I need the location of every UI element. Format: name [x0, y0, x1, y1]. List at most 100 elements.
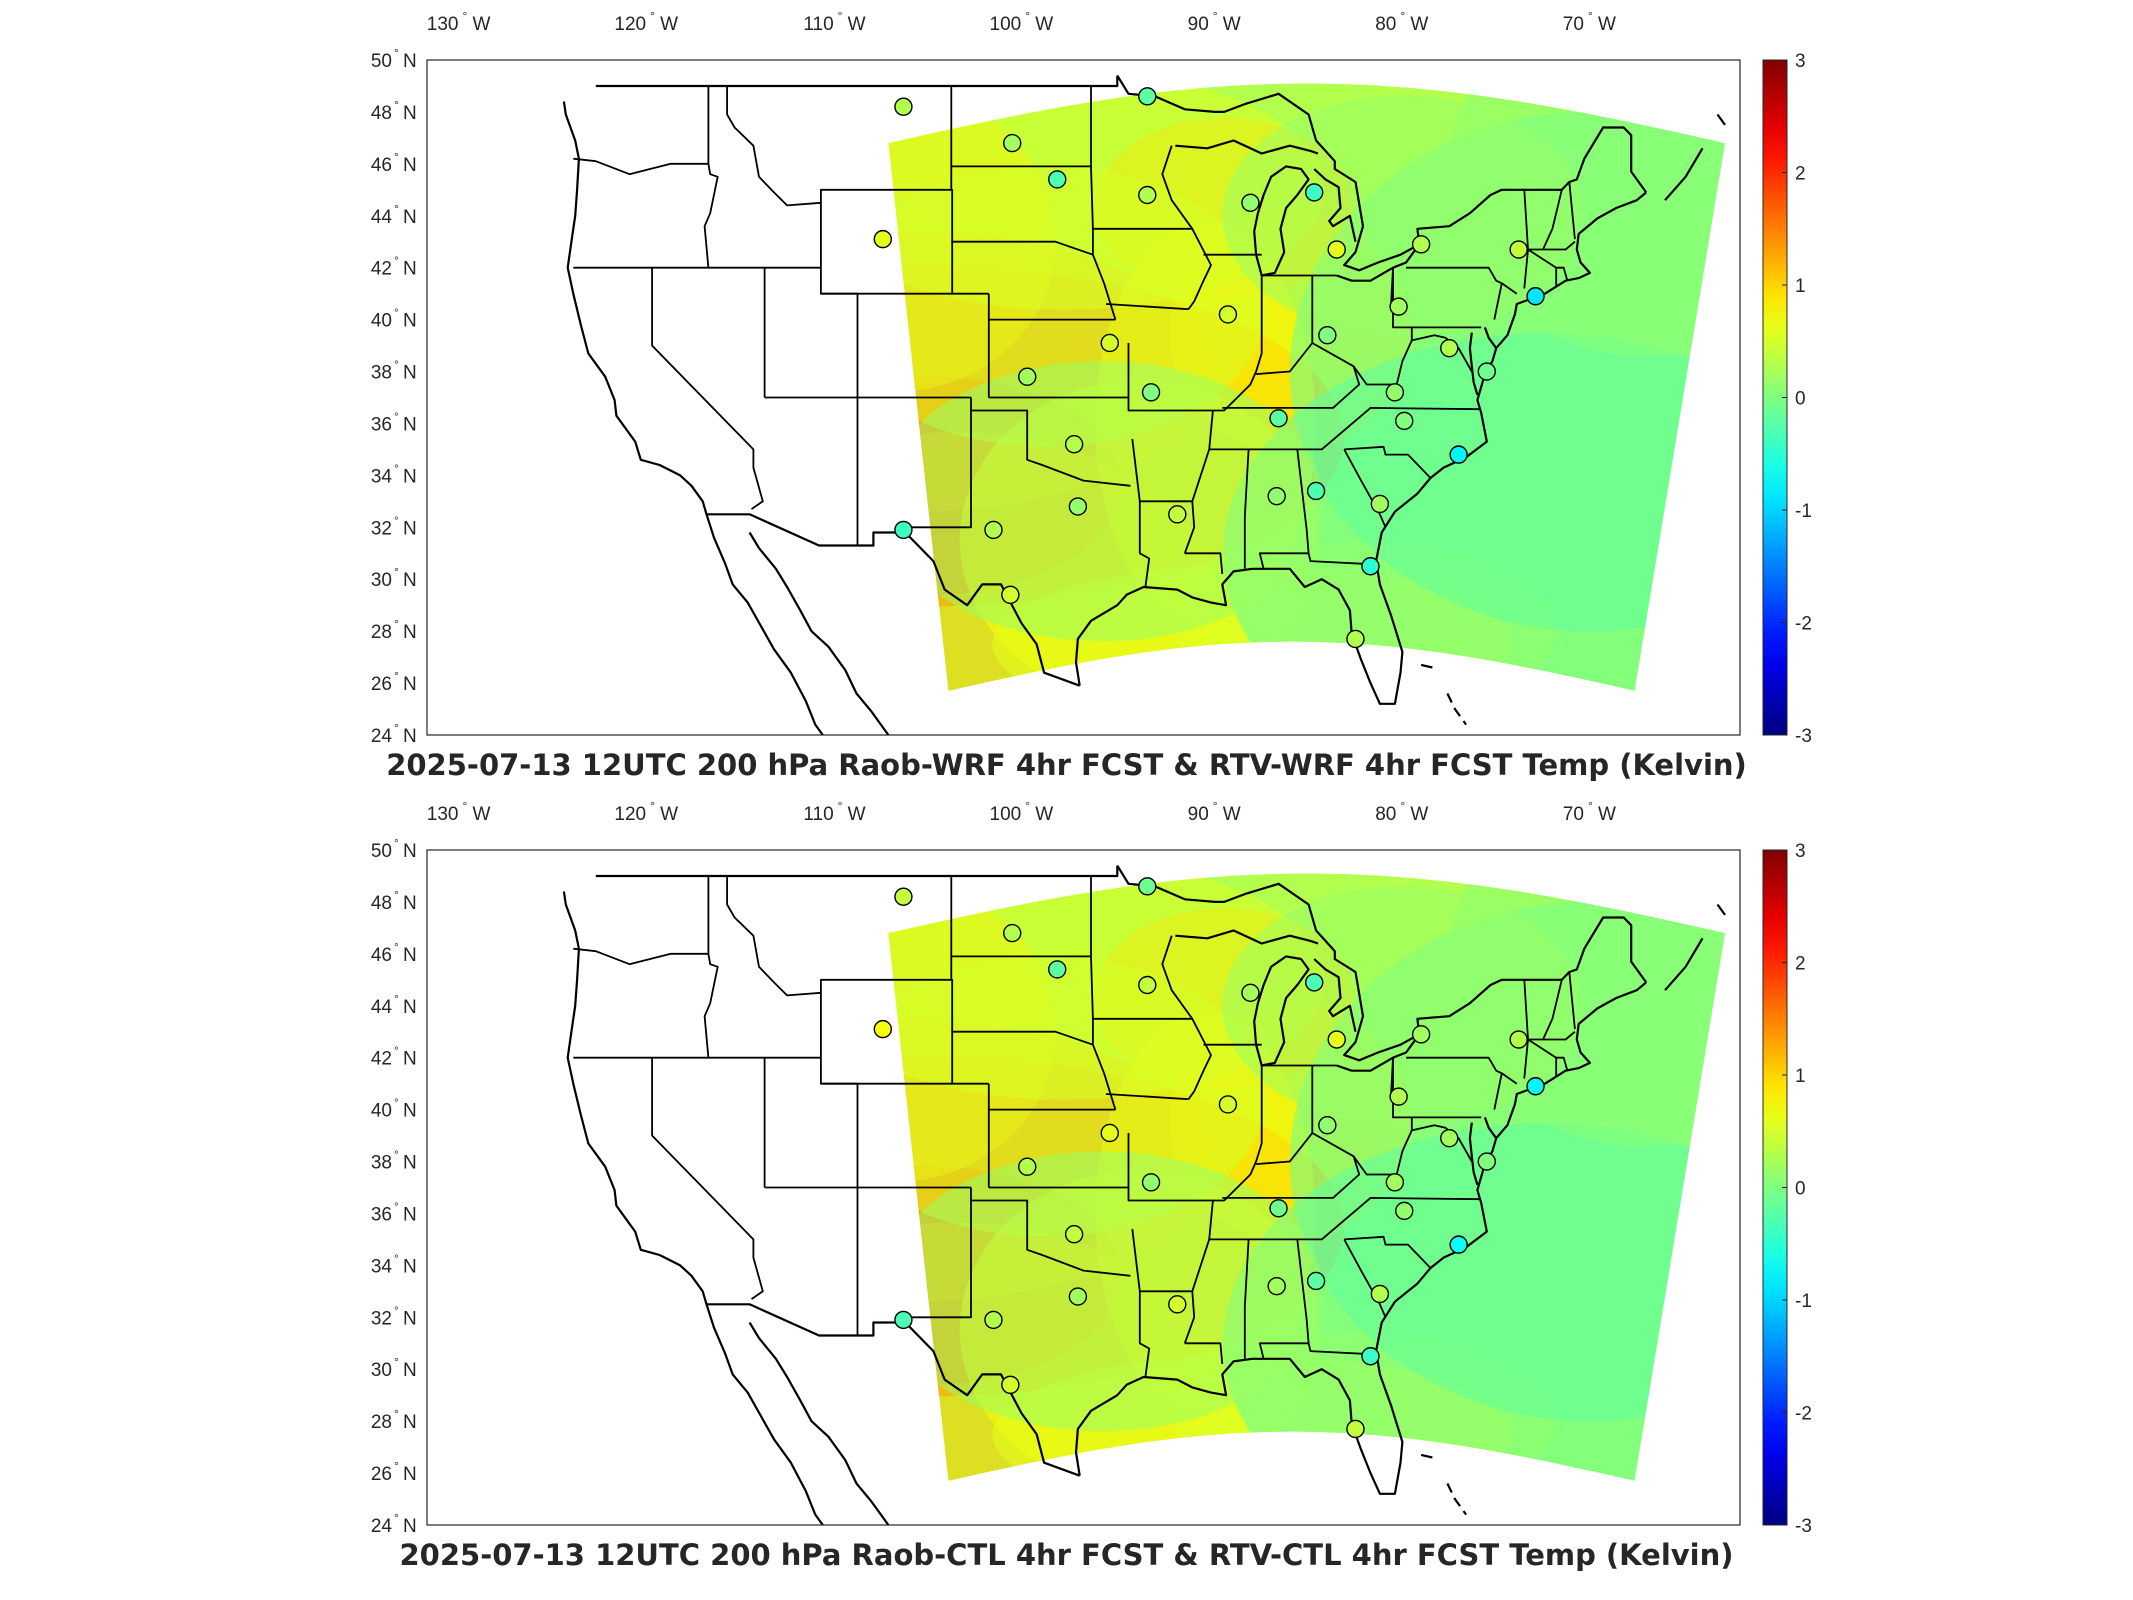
colorbar-tick-label: -2	[1795, 614, 1812, 635]
station-marker	[1526, 287, 1545, 306]
lon-tick-label: 120	[614, 804, 646, 825]
colorbar-tick-label: 0	[1795, 389, 1806, 410]
station-marker	[1306, 481, 1326, 501]
station-marker	[1385, 383, 1405, 402]
station-marker	[1168, 1295, 1187, 1314]
degree-mark: °	[394, 202, 399, 216]
station-marker	[1241, 193, 1260, 212]
degree-mark: °	[394, 409, 399, 423]
degree-mark: °	[394, 565, 399, 579]
lat-hemisphere: N	[403, 1516, 417, 1537]
colorbar-tick-label: 1	[1795, 276, 1806, 297]
lon-tick-label: 100	[990, 804, 1022, 825]
lon-tick-label: 90	[1188, 14, 1209, 35]
lat-tick-label: 48	[371, 893, 392, 914]
lat-hemisphere: N	[403, 1049, 417, 1070]
lat-tick-label: 40	[371, 311, 392, 332]
lat-tick-label: 26	[371, 674, 392, 695]
lat-hemisphere: N	[403, 1412, 417, 1433]
bottom-map-panel: 130 ° W 120 ° W 110 ° W 100 ° W 90 ° W 80 ° W 70 ° W 50 ° N 48 ° N…	[0, 790, 2133, 1590]
degree-mark: °	[394, 150, 399, 164]
station-marker	[1003, 133, 1022, 153]
station-marker	[984, 1310, 1003, 1330]
map-frame	[426, 59, 1741, 736]
station-marker	[1346, 629, 1365, 649]
colorbar-tick-label: -3	[1795, 1516, 1812, 1537]
degree-mark: °	[1025, 799, 1030, 813]
station-marker	[1449, 1235, 1468, 1254]
lat-hemisphere: N	[403, 207, 417, 228]
lat-tick-label: 42	[371, 1049, 392, 1070]
lon-hemisphere: W	[848, 804, 866, 825]
degree-mark: °	[394, 513, 399, 527]
station-marker	[894, 520, 913, 540]
degree-mark: °	[394, 1355, 399, 1369]
lon-hemisphere: W	[1598, 804, 1616, 825]
temperature-field	[888, 83, 1725, 691]
map-frame	[426, 849, 1741, 1526]
lon-tick-label: 80	[1375, 14, 1396, 35]
degree-mark: °	[394, 669, 399, 683]
lat-hemisphere: N	[403, 259, 417, 280]
colorbar-tick-label: -1	[1795, 1291, 1812, 1312]
station-marker	[1370, 494, 1390, 514]
station-marker	[1048, 960, 1067, 979]
station-marker	[1389, 1087, 1408, 1106]
station-marker	[1168, 505, 1187, 524]
lat-hemisphere: N	[403, 155, 417, 176]
lat-tick-label: 44	[371, 207, 393, 228]
station-marker	[1138, 87, 1157, 106]
station-marker	[1361, 557, 1380, 576]
colorbar-tick-label: 0	[1795, 1179, 1806, 1200]
degree-mark: °	[1025, 9, 1030, 23]
lat-tick-label: 38	[371, 363, 392, 384]
station-marker	[1509, 1030, 1528, 1049]
station-marker	[1509, 240, 1528, 259]
lon-hemisphere: W	[1035, 804, 1053, 825]
lat-tick-label: 24	[371, 726, 393, 747]
degree-mark: °	[1213, 9, 1218, 23]
lat-hemisphere: N	[403, 103, 417, 124]
station-marker	[1346, 1419, 1365, 1439]
degree-mark: °	[394, 306, 399, 320]
lon-hemisphere: W	[1223, 14, 1241, 35]
colorbar-tick-label: -1	[1795, 501, 1812, 522]
lat-hemisphere: N	[403, 1308, 417, 1329]
lon-hemisphere: W	[1598, 14, 1616, 35]
lat-tick-label: 48	[371, 103, 392, 124]
degree-mark: °	[394, 1303, 399, 1317]
boundary-lines	[562, 75, 1726, 735]
station-marker	[1064, 435, 1084, 454]
top-map-panel: 130 ° W 120 ° W 110 ° W 100 ° W 90 ° W 80 ° W 70 ° W 50 ° N 48 ° N…	[371, 9, 1812, 782]
lat-tick-label: 30	[371, 570, 392, 591]
station-marker	[894, 887, 913, 906]
lat-hemisphere: N	[403, 1204, 417, 1225]
lat-tick-label: 42	[371, 259, 392, 280]
lat-tick-label: 50	[371, 841, 392, 862]
station-marker	[1018, 1157, 1037, 1176]
station-marker	[1218, 305, 1238, 324]
station-marker	[1305, 973, 1324, 992]
degree-mark: °	[838, 799, 843, 813]
station-marker	[1267, 486, 1286, 506]
degree-mark: °	[650, 799, 655, 813]
colorbar-tick-label: -3	[1795, 726, 1812, 747]
degree-mark: °	[394, 461, 399, 475]
lat-hemisphere: N	[403, 466, 417, 487]
station-marker	[873, 229, 892, 249]
lon-hemisphere: W	[473, 804, 491, 825]
station-marker	[1269, 409, 1288, 428]
lat-hemisphere: N	[403, 570, 417, 591]
lon-hemisphere: W	[1410, 14, 1428, 35]
degree-mark: °	[394, 617, 399, 631]
station-marker	[894, 1310, 913, 1330]
station-marker	[1100, 333, 1119, 353]
station-marker	[1001, 1375, 1020, 1395]
lat-hemisphere: N	[403, 997, 417, 1018]
station-marker	[1003, 923, 1022, 943]
degree-mark: °	[650, 9, 655, 23]
lat-tick-label: 28	[371, 1412, 392, 1433]
degree-mark: °	[1588, 799, 1593, 813]
degree-mark: °	[1400, 799, 1405, 813]
station-marker	[1068, 1287, 1088, 1306]
